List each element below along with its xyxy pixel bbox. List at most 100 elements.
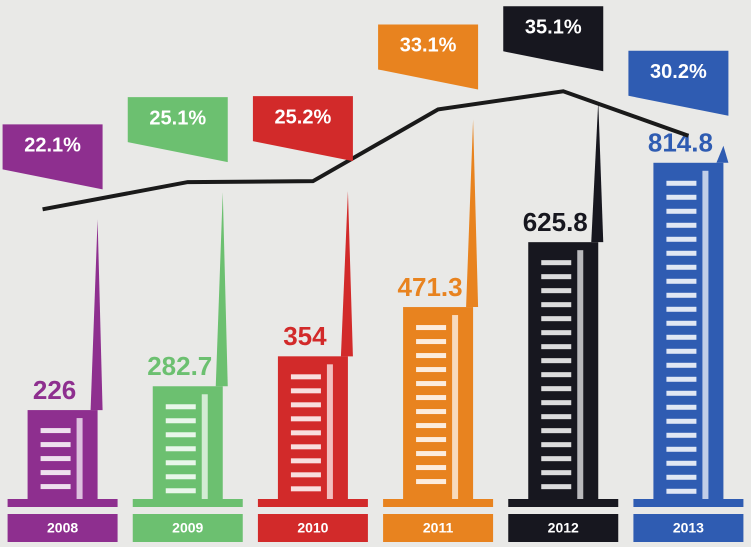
window-stripe [541,372,571,377]
window-stripe [541,344,571,349]
window-stripe [666,461,696,466]
building-side [702,171,708,505]
value-label: 282.7 [147,351,212,381]
spire [216,192,228,386]
window-stripe [291,458,321,463]
window-stripe [666,265,696,270]
window-stripe [416,381,446,386]
building-body [653,163,723,505]
window-stripe [666,251,696,256]
building [133,192,243,507]
window-stripe [416,437,446,442]
window-stripe [416,395,446,400]
page: {"chart_data": {"type": "bar", "categori… [0,0,751,547]
building-side [452,315,458,505]
window-stripe [541,302,571,307]
x-tick-label: 2010 [297,520,328,536]
window-stripe [541,358,571,363]
x-tick-label: 2009 [172,520,203,536]
window-stripe [666,293,696,298]
window-stripe [541,288,571,293]
window-stripe [166,432,196,437]
window-stripe [41,428,71,433]
window-stripe [541,316,571,321]
ground [383,499,493,507]
value-label: 625.8 [523,207,588,237]
window-stripe [666,307,696,312]
window-stripe [416,325,446,330]
window-stripe [541,484,571,489]
window-stripe [416,353,446,358]
x-tick-label: 2011 [423,520,454,536]
ground [8,499,118,507]
window-stripe [666,223,696,228]
spire [591,101,603,242]
window-stripe [291,486,321,491]
window-stripe [291,402,321,407]
window-stripe [291,444,321,449]
window-stripe [541,414,571,419]
x-tick-label: 2013 [673,520,704,536]
value-label: 226 [33,375,76,405]
value-label: 354 [283,321,327,351]
window-stripe [541,274,571,279]
window-stripe [291,416,321,421]
window-stripe [416,409,446,414]
building-side [577,250,583,505]
window-stripe [166,404,196,409]
building-body [403,307,473,505]
window-stripe [41,470,71,475]
window-stripe [541,386,571,391]
window-stripe [291,374,321,379]
window-stripe [666,405,696,410]
ground [133,499,243,507]
window-stripe [541,456,571,461]
window-stripe [291,430,321,435]
window-stripe [416,339,446,344]
building [383,119,493,507]
window-stripe [166,488,196,493]
spire [91,219,103,410]
building-side [327,364,333,505]
window-stripe [666,279,696,284]
percent-label: 25.1% [149,107,206,129]
building-side [77,418,83,505]
percent-label: 35.1% [525,17,582,39]
window-stripe [666,335,696,340]
window-stripe [166,418,196,423]
window-stripe [541,260,571,265]
window-stripe [666,447,696,452]
window-stripe [666,489,696,494]
window-stripe [666,391,696,396]
window-stripe [666,433,696,438]
window-stripe [666,377,696,382]
window-stripe [416,423,446,428]
building [633,146,743,507]
window-stripe [666,321,696,326]
x-tick-label: 2012 [548,520,579,536]
window-stripe [41,442,71,447]
percent-label: 33.1% [400,35,457,57]
window-stripe [666,419,696,424]
building-side [202,394,208,505]
percent-label: 30.2% [650,61,707,83]
percent-label: 25.2% [275,106,332,128]
window-stripe [541,428,571,433]
value-label: 471.3 [398,272,463,302]
window-stripe [416,451,446,456]
window-stripe [541,470,571,475]
window-stripe [41,456,71,461]
building [8,219,118,507]
window-stripe [166,460,196,465]
building [508,101,618,507]
ground [508,499,618,507]
window-stripe [541,442,571,447]
chart: 226282.7354471.3625.8814.822.1%25.1%25.2… [0,0,751,547]
building-body [153,386,223,505]
window-stripe [666,237,696,242]
window-stripe [291,472,321,477]
window-stripe [666,181,696,186]
spire [466,119,478,307]
window-stripe [416,479,446,484]
window-stripe [541,400,571,405]
